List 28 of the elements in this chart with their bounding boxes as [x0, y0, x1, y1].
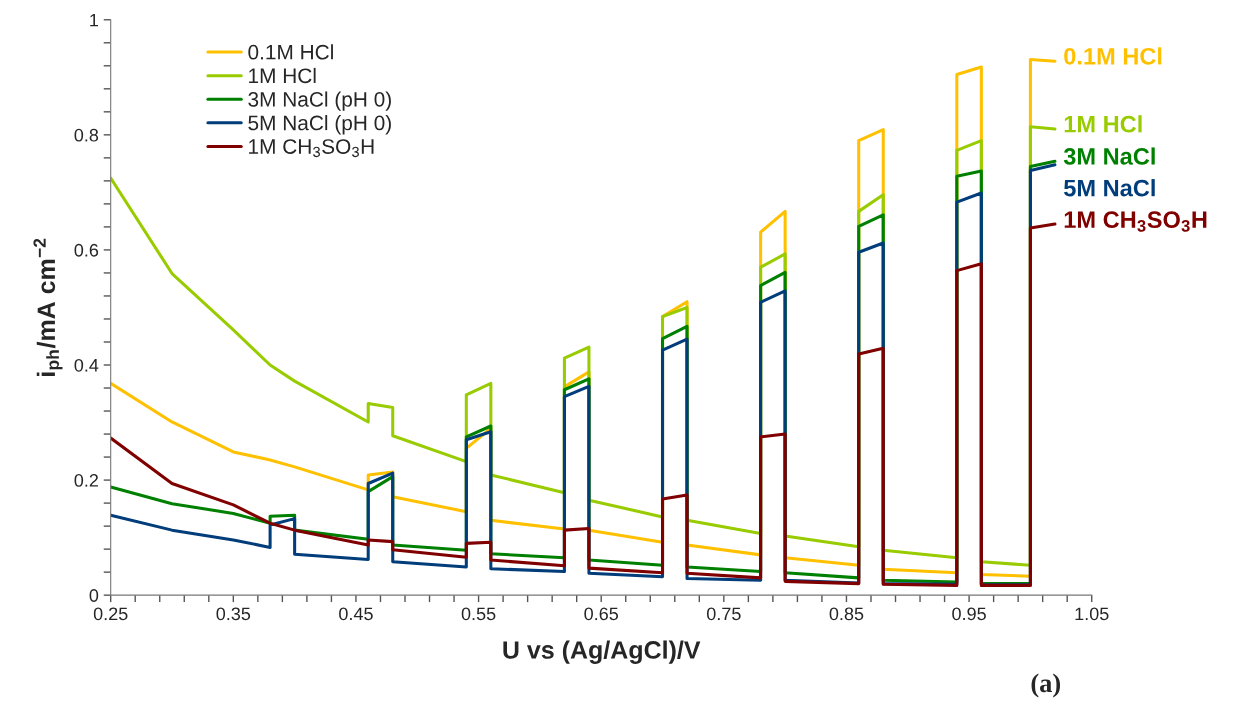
y-tick-label: 0 [89, 589, 99, 602]
y-tick-label: 0.2 [74, 474, 98, 487]
legend-label: 1M CH$_{3}$SO$_{3}$H [249, 139, 374, 158]
annotation: 3M NaCl [1063, 147, 1155, 165]
annotation: 5M NaCl [1063, 179, 1155, 197]
x-axis-title: U vs (Ag/AgCl)/V [503, 640, 701, 664]
x-tick-label: 0.55 [461, 607, 496, 621]
legend-label: 0.1M HCl [248, 44, 333, 60]
annotation: 1M HCl [1064, 115, 1142, 133]
x-tick-label: 0.45 [339, 607, 373, 621]
y-axis-title: i$_{ph}$/mA cm$^{−2}$ [33, 238, 63, 376]
x-tick-label: 1.05 [1075, 607, 1109, 621]
x-tick-label: 0.85 [829, 607, 864, 621]
text: (a) [1031, 673, 1060, 698]
y-tick-label: 0.4 [74, 358, 99, 372]
y-tick-label: 0.8 [74, 128, 99, 142]
x-tick-label: 0.95 [952, 607, 986, 621]
annotation: 1M CH$_{3}$SO$_{3}$H [1064, 211, 1207, 232]
annotation: 0.1M HCl [1064, 47, 1162, 65]
legend-label: 3M NaCl (pH 0) [248, 91, 391, 111]
x-tick-label: 0.65 [584, 607, 619, 621]
legend-label: 5M NaCl (pH 0) [248, 115, 391, 135]
x-tick-label: 0.75 [706, 607, 741, 621]
x-tick-label: 0.35 [216, 607, 251, 621]
x-tick-label: 0.25 [93, 607, 128, 621]
y-tick-label: 1 [90, 13, 98, 27]
y-tick-label: 0.6 [74, 243, 99, 257]
legend-label: 1M HCl [249, 67, 316, 84]
